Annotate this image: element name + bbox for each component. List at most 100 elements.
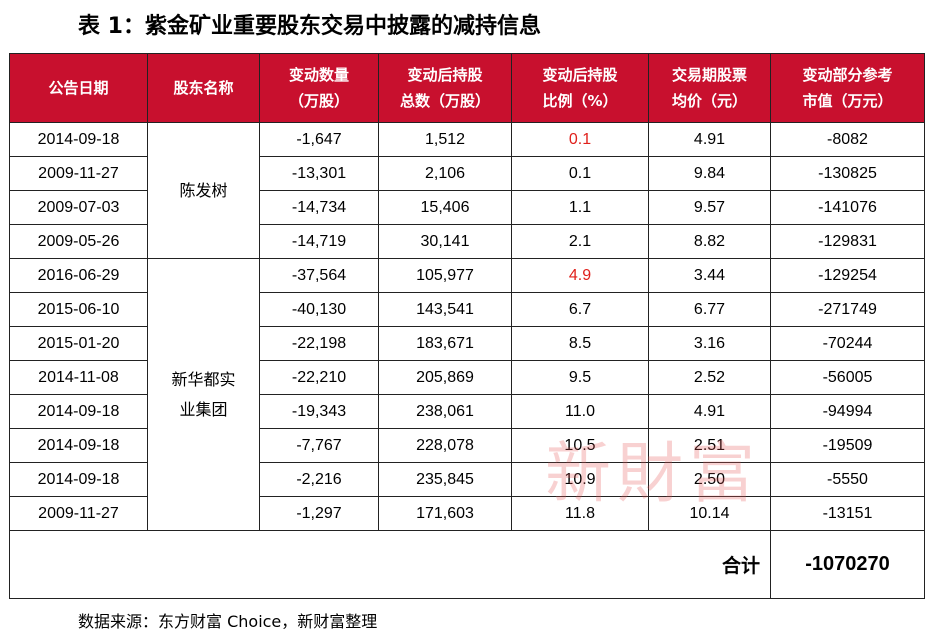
column-header-line: 变动后持股 [542, 66, 618, 84]
change-amount-cell: -22,210 [259, 360, 379, 395]
change-amount-cell: -13,301 [259, 156, 379, 191]
avg-price-cell: 2.51 [648, 428, 771, 463]
market-value-cell: -19509 [770, 428, 925, 463]
market-value-cell: -129831 [770, 224, 925, 259]
shareholder-name-cell: 新华都实 业集团 [147, 258, 260, 531]
header-row: 公告日期 股东名称 变动数量 （万股） 变动后持股 总数（万股） 变动后持股 比例（%） 交易期… [9, 53, 925, 123]
total-row: 合计 -1070270 [9, 530, 925, 599]
market-value-cell: -130825 [770, 156, 925, 191]
market-value-cell: -13151 [770, 496, 925, 531]
shareholder-name-cell: 陈发树 [147, 122, 260, 259]
table-row: 2015-06-10 -40,130 143,541 6.7 6.77 -271749 [9, 292, 925, 327]
column-header-line: 总数（万股） [399, 92, 490, 110]
column-header: 变动数量 （万股） [259, 53, 379, 123]
market-value-cell: -94994 [770, 394, 925, 429]
column-header-line: 公告日期 [48, 79, 109, 97]
shareholder-name-line: 新华都实 [171, 369, 236, 389]
post-change-ratio-cell: 10.9 [511, 462, 649, 497]
column-header-line: 股东名称 [173, 79, 234, 97]
avg-price-cell: 3.16 [648, 326, 771, 361]
table-row: 2014-09-18 陈发树 -1,647 1,512 0.1 4.91 -8082 [9, 122, 925, 259]
change-amount-cell: -14,734 [259, 190, 379, 225]
table-row: 2014-09-18 -2,216 235,845 10.9 2.50 -5550 [9, 462, 925, 497]
avg-price-cell: 4.91 [648, 122, 771, 157]
avg-price-cell: 6.77 [648, 292, 771, 327]
announcement-date-cell: 2014-09-18 [9, 428, 148, 463]
market-value-cell: -141076 [770, 190, 925, 225]
post-change-total-cell: 105,977 [378, 258, 512, 293]
announcement-date-cell: 2009-05-26 [9, 224, 148, 259]
post-change-total-cell: 143,541 [378, 292, 512, 327]
announcement-date-cell: 2015-06-10 [9, 292, 148, 327]
post-change-total-cell: 2,106 [378, 156, 512, 191]
table-row: 2015-01-20 -22,198 183,671 8.5 3.16 -70244 [9, 326, 925, 361]
market-value-cell: -5550 [770, 462, 925, 497]
avg-price-cell: 4.91 [648, 394, 771, 429]
avg-price-cell: 9.84 [648, 156, 771, 191]
table-row: 2016-06-29 新华都实 业集团 -37,564 105,977 4.9 3.44 -1… [9, 258, 925, 531]
avg-price-cell: 8.82 [648, 224, 771, 259]
table-row: 2009-11-27 -13,301 2,106 0.1 9.84 -130825 [9, 156, 925, 191]
table-title: 表 1：紫金矿业重要股东交易中披露的减持信息 [78, 14, 541, 39]
change-amount-cell: -19,343 [259, 394, 379, 429]
change-amount-cell: -1,297 [259, 496, 379, 531]
table-row: 2009-11-27 -1,297 171,603 11.8 10.14 -13151 [9, 496, 925, 531]
column-header: 公告日期 [9, 53, 148, 123]
post-change-total-cell: 205,869 [378, 360, 512, 395]
column-header: 股东名称 [147, 53, 260, 123]
column-header: 变动后持股 比例（%） [511, 53, 649, 123]
shareholder-name-line: 陈发树 [179, 180, 228, 200]
avg-price-cell: 9.57 [648, 190, 771, 225]
post-change-ratio-cell: 9.5 [511, 360, 649, 395]
data-source-note: 数据来源：东方财富 Choice，新财富整理 [78, 612, 378, 631]
post-change-ratio-cell: 6.7 [511, 292, 649, 327]
market-value-cell: -129254 [770, 258, 925, 293]
post-change-ratio-cell: 0.1 [511, 156, 649, 191]
column-header-line: 变动后持股 [407, 66, 483, 84]
column-header: 交易期股票 均价（元） [648, 53, 771, 123]
market-value-cell: -70244 [770, 326, 925, 361]
column-header-line: （万股） [288, 92, 349, 110]
post-change-ratio-cell: 2.1 [511, 224, 649, 259]
market-value-cell: -56005 [770, 360, 925, 395]
announcement-date-cell: 2014-11-08 [9, 360, 148, 395]
total-value: -1070270 [770, 530, 925, 599]
post-change-ratio-cell: 0.1 [511, 122, 649, 157]
table-row: 2009-05-26 -14,719 30,141 2.1 8.82 -129831 [9, 224, 925, 259]
table-header: 公告日期 股东名称 变动数量 （万股） 变动后持股 总数（万股） 变动后持股 比例（%） 交易期… [9, 53, 925, 123]
column-header-line: 均价（元） [671, 92, 747, 110]
avg-price-cell: 2.50 [648, 462, 771, 497]
avg-price-cell: 10.14 [648, 496, 771, 531]
announcement-date-cell: 2009-11-27 [9, 496, 148, 531]
market-value-cell: -8082 [770, 122, 925, 157]
change-amount-cell: -22,198 [259, 326, 379, 361]
announcement-date-cell: 2009-11-27 [9, 156, 148, 191]
announcement-date-cell: 2016-06-29 [9, 258, 148, 293]
announcement-date-cell: 2009-07-03 [9, 190, 148, 225]
table-row: 2014-11-08 -22,210 205,869 9.5 2.52 -56005 [9, 360, 925, 395]
table-body: 2014-09-18 陈发树 -1,647 1,512 0.1 4.91 -8082 2009… [9, 122, 925, 599]
post-change-total-cell: 1,512 [378, 122, 512, 157]
change-amount-cell: -37,564 [259, 258, 379, 293]
announcement-date-cell: 2014-09-18 [9, 394, 148, 429]
reduction-table: 公告日期 股东名称 变动数量 （万股） 变动后持股 总数（万股） 变动后持股 比例（%） 交易期… [9, 53, 925, 599]
change-amount-cell: -7,767 [259, 428, 379, 463]
post-change-total-cell: 183,671 [378, 326, 512, 361]
change-amount-cell: -14,719 [259, 224, 379, 259]
announcement-date-cell: 2015-01-20 [9, 326, 148, 361]
change-amount-cell: -2,216 [259, 462, 379, 497]
post-change-ratio-cell: 10.5 [511, 428, 649, 463]
table-row: 2014-09-18 -7,767 228,078 10.5 2.51 -19509 [9, 428, 925, 463]
post-change-ratio-cell: 11.8 [511, 496, 649, 531]
post-change-ratio-cell: 1.1 [511, 190, 649, 225]
column-header: 变动后持股总数（万股） [378, 53, 512, 123]
avg-price-cell: 2.52 [648, 360, 771, 395]
table-row: 2009-07-03 -14,734 15,406 1.1 9.57 -141076 [9, 190, 925, 225]
post-change-ratio-cell: 8.5 [511, 326, 649, 361]
announcement-date-cell: 2014-09-18 [9, 462, 148, 497]
table-row: 2014-09-18 -19,343 238,061 11.0 4.91 -94994 [9, 394, 925, 429]
announcement-date-cell: 2014-09-18 [9, 122, 148, 157]
column-header-line: 变动部分参考 [802, 66, 893, 84]
market-value-cell: -271749 [770, 292, 925, 327]
total-label: 合计 [9, 530, 771, 599]
